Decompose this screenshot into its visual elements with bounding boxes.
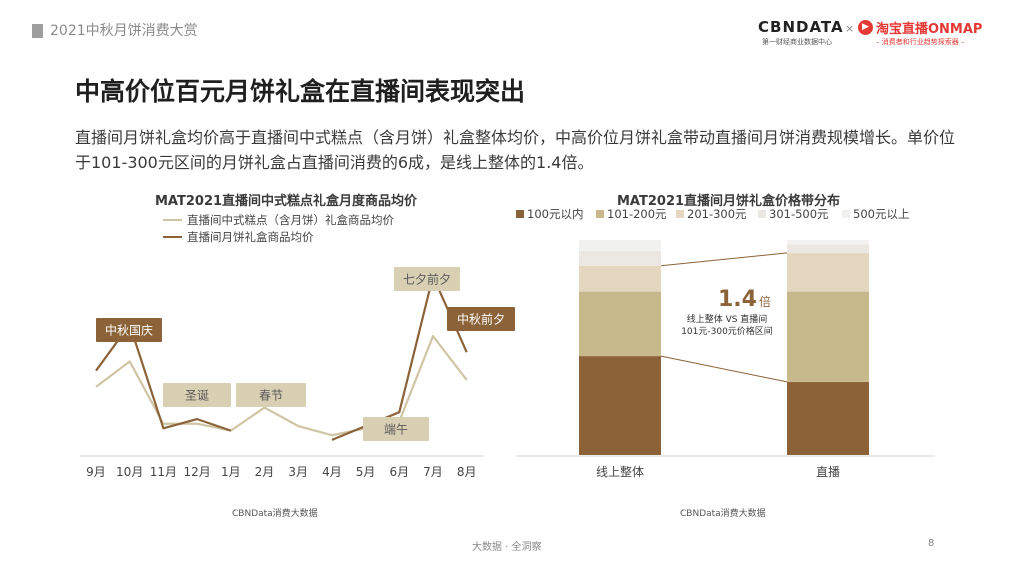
bar-segment (579, 250, 661, 266)
x-tick-label: 2月 (255, 465, 275, 479)
callout-line-1: 线上整体 VS 直播间 (687, 313, 768, 325)
x-tick-label: 3月 (288, 465, 308, 479)
annotation-tag (96, 318, 162, 342)
series-line-2 (331, 275, 468, 441)
bar-segment (787, 291, 869, 382)
x-tick-label: 6月 (389, 465, 409, 479)
x-tick-label: 1月 (221, 465, 241, 479)
callout-unit: 倍 (759, 294, 771, 309)
annotation-label: 端午 (384, 423, 408, 437)
bar-chart-title: MAT2021直播间月饼礼盒价格带分布 (617, 194, 841, 209)
bar-segment (579, 240, 661, 251)
report-title: 2021中秋月饼消费大赏 (50, 23, 198, 39)
page-description: 直播间月饼礼盒均价高于直播间中式糕点（含月饼）礼盒整体均价，中高价位月饼礼盒带动… (75, 128, 956, 172)
x-tick-label: 11月 (150, 465, 177, 479)
annotation-tag (163, 383, 231, 407)
legend-label: 直播间中式糕点（含月饼）礼盒商品均价 (187, 213, 394, 227)
callout-line-2: 101元-300元价格区间 (681, 325, 773, 337)
footer-text: 大数据 · 全洞察 (472, 542, 542, 553)
annotation-tag (447, 307, 515, 331)
x-tick-label: 12月 (183, 465, 210, 479)
legend-swatch (516, 210, 524, 218)
bar-segment (787, 252, 869, 292)
logo-separator: × (845, 22, 855, 35)
connector-top (660, 252, 788, 267)
annotation-tag (363, 417, 429, 441)
x-tick-label: 9月 (86, 465, 106, 479)
line-chart-title: MAT2021直播间中式糕点礼盒月度商品均价 (155, 194, 418, 209)
bar-segment (787, 244, 869, 253)
bar-segment (579, 265, 661, 292)
connector-bottom (660, 355, 788, 383)
x-tick-label: 直播 (816, 465, 840, 479)
x-tick-label: 线上整体 (596, 464, 644, 479)
annotation-label: 圣诞 (185, 389, 209, 403)
annotation-label: 七夕前夕 (403, 272, 451, 287)
legend-swatch (596, 210, 604, 218)
x-tick-label: 5月 (356, 465, 376, 479)
page-number: 8 (928, 538, 935, 549)
legend-swatch (758, 210, 766, 218)
bar-segment (787, 240, 869, 245)
cbndata-logo-subtitle: 第一财经商业数据中心 (762, 38, 832, 46)
legend-label: 301-500元 (769, 207, 829, 221)
x-tick-label: 4月 (322, 465, 342, 479)
annotation-label: 春节 (259, 389, 283, 403)
legend-swatch (676, 210, 684, 218)
taobao-live-icon: ▶ (858, 20, 873, 35)
legend-label: 500元以上 (853, 207, 909, 221)
bar-segment (579, 291, 661, 357)
legend-label: 201-300元 (687, 207, 747, 221)
taobao-live-logo-subtitle: – 消费者和行业趋势探索器 – (876, 38, 965, 46)
annotation-label: 中秋国庆 (105, 323, 153, 338)
x-tick-label: 10月 (116, 465, 143, 479)
legend-label: 100元以内 (527, 207, 583, 221)
x-tick-label: 8月 (457, 465, 477, 479)
legend-label: 直播间月饼礼盒商品均价 (187, 230, 314, 244)
legend-swatch (842, 210, 850, 218)
annotation-tag (394, 267, 460, 291)
page-title: 中高价位百元月饼礼盒在直播间表现突出 (75, 77, 526, 106)
legend-label: 101-200元 (607, 207, 667, 221)
annotation-tag (236, 383, 306, 407)
taobao-live-logo: 淘宝直播ONMAP (876, 22, 983, 37)
bar-chart-source: CBNData消费大数据 (680, 509, 766, 519)
bar-segment (787, 381, 869, 455)
annotation-label: 中秋前夕 (457, 312, 505, 327)
line-chart-source: CBNData消费大数据 (232, 509, 318, 519)
cbndata-logo: CBNDATA (758, 18, 844, 36)
header-square-icon (32, 24, 43, 38)
x-tick-label: 7月 (423, 465, 443, 479)
bar-segment (579, 356, 661, 455)
callout-value: 1.4 (718, 287, 757, 312)
